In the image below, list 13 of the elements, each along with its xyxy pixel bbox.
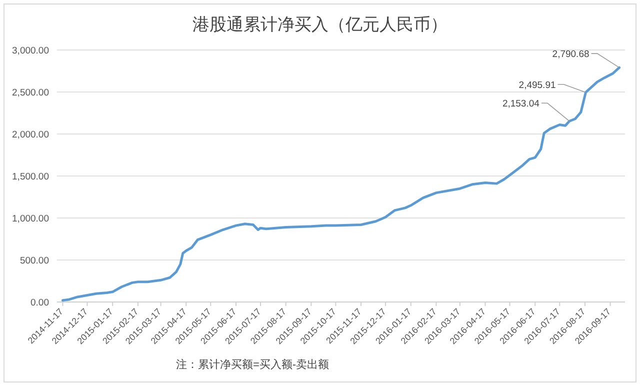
- annotation: 2,153.04: [502, 98, 540, 110]
- annotation: 2,790.68: [552, 49, 590, 60]
- y-tick-label: 2,500.00: [12, 88, 49, 98]
- y-tick-label: 1,000.00: [12, 214, 49, 224]
- y-tick-label: 500.00: [20, 256, 49, 266]
- y-tick-label: 2,000.00: [12, 130, 49, 140]
- line-series: [61, 66, 621, 302]
- annotation: 2,495.91: [518, 80, 556, 91]
- text: 注：累计净买额=买入额-卖出额: [176, 358, 330, 371]
- y-tick-label: 1,500.00: [12, 172, 49, 182]
- y-tick-label: 0.00: [30, 298, 49, 308]
- chart-title: 港股通累计净买入（亿元人民币）: [192, 15, 448, 34]
- y-tick-label: 3,000.00: [12, 46, 49, 56]
